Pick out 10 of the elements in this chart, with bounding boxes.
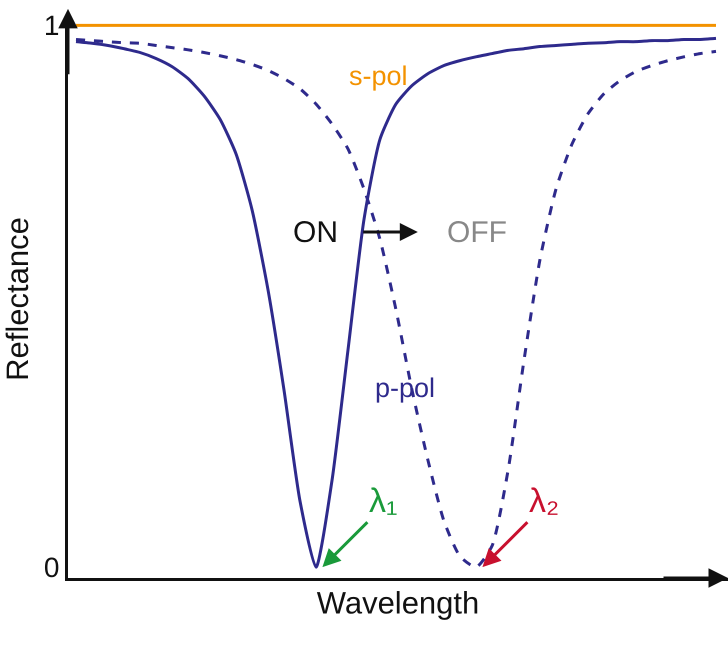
- annotation: λ₂: [529, 482, 560, 520]
- series-label: p-pol: [375, 373, 436, 403]
- series-label: s-pol: [349, 61, 408, 91]
- y-tick-label: 0: [44, 552, 60, 583]
- x-axis-title: Wavelength: [316, 586, 480, 621]
- annotation: ON: [293, 216, 338, 249]
- y-tick-label: 1: [44, 10, 60, 42]
- annotation: OFF: [447, 216, 507, 249]
- annotation: λ₁: [369, 482, 398, 520]
- y-axis-title: Reflectance: [0, 217, 35, 381]
